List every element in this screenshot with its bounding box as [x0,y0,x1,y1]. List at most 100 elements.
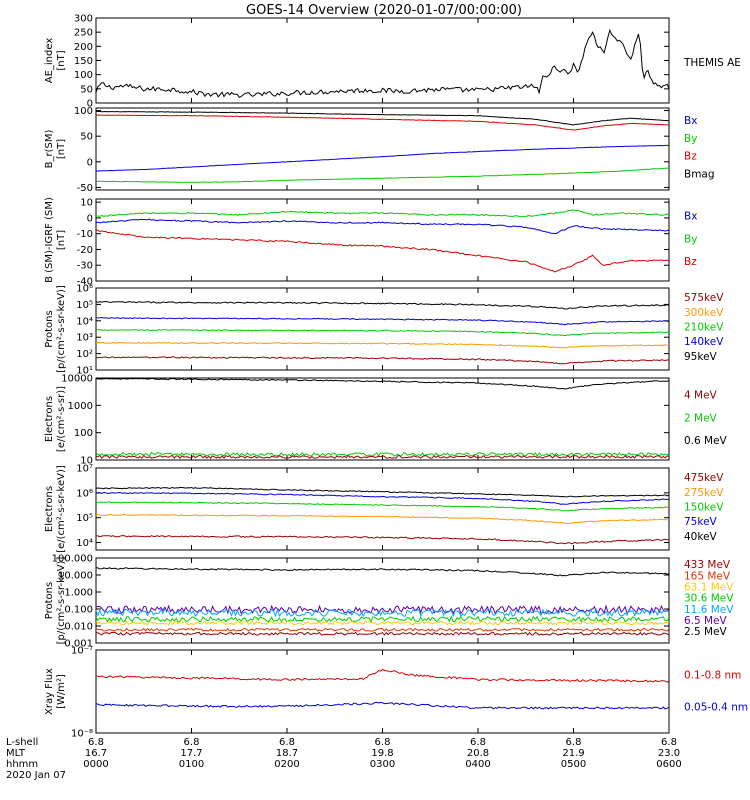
ylabel-protons_high: Protons [44,582,55,619]
legend-label-electrons_low: 150keV [684,501,724,513]
ytick-label-ae: 100 [74,70,93,81]
legend-label-bigrf: Bx [684,211,697,223]
ylabel-protons_low: Protons [44,310,55,347]
ytick-label-protons_high: 100.000 [52,554,93,565]
time-tick-hhmm: 0400 [465,759,490,770]
series-line-protons_high-2 [95,607,670,618]
legend-label-bigrf: By [684,233,697,245]
ytick-label-protons_high: 0.100 [64,605,93,616]
legend-label-bsm: Bx [684,115,697,127]
time-tick-mlt: 21.9 [562,748,584,759]
series-line-bsm-2 [95,144,669,172]
time-tick-lshell: 6.8 [184,737,200,748]
ytick-label-ae: 0 [87,99,93,110]
ylabel-bigrf: [nT] [56,230,67,250]
time-tick-hhmm: 0200 [274,759,299,770]
ylabel-bsm: [nT] [56,139,67,159]
series-line-protons_high-4 [95,620,670,626]
series-line-protons_low-3 [95,341,670,349]
legend-label-electrons_low: 275keV [684,487,724,499]
legend-label-protons_high: 30.6 MeV [684,593,734,605]
time-tick-mlt: 20.8 [467,748,489,759]
series-line-electrons_low-3 [95,513,670,524]
panel-frame-bigrf [95,198,670,282]
series-line-electrons_low-0 [95,486,670,498]
legend-label-protons_high: 165 MeV [684,570,731,582]
legend-label-electrons_low: 475keV [684,472,724,484]
time-row-name: MLT [6,748,26,759]
ytick-label-protons_low: 10² [76,349,93,360]
ytick-label-electrons_high: 100 [74,428,93,439]
legend-label-bsm: Bmag [684,169,715,181]
ytick-label-bigrf: 10 [80,198,93,209]
ylabel-electrons_high: Electrons [44,396,55,442]
ytick-label-protons_high: 0.010 [64,622,93,633]
series-line-electrons_high-0 [95,377,670,390]
legend-label-protons_low: 95keV [684,351,718,363]
chart-title: GOES-14 Overview (2020-01-07/00:00:00) [246,3,522,18]
time-tick-mlt: 17.7 [180,748,202,759]
ylabel-xray: Xray Flux [44,668,55,715]
time-tick-lshell: 6.8 [661,737,677,748]
time-tick-lshell: 6.8 [470,737,486,748]
series-line-electrons_low-1 [95,491,670,505]
series-line-xray-1 [95,701,670,710]
ytick-label-ae: 250 [74,28,93,39]
series-line-protons_high-0 [95,567,670,577]
ytick-label-ae: 150 [74,56,93,67]
series-line-protons_low-0 [95,300,670,310]
series-line-electrons_high-1 [95,451,670,457]
legend-label-protons_high: 433 MeV [684,559,731,571]
series-line-protons_low-4 [95,356,670,365]
series-line-bsm-1 [95,114,669,131]
ytick-label-protons_low: 10⁵ [76,300,93,311]
date-label: 2020 Jan 07 [6,770,66,781]
ytick-label-protons_high: 10.000 [58,571,93,582]
ytick-label-electrons_low: 10⁴ [76,538,93,549]
time-tick-hhmm: 0500 [561,759,586,770]
series-line-bsm-3 [95,167,670,183]
series-line-ae-0 [95,28,670,99]
series-line-bsm-0 [96,110,670,126]
legend-label-electrons_high: 4 MeV [684,390,718,402]
ytick-label-protons_low: 10¹ [76,366,93,377]
ytick-label-bsm: 50 [80,132,93,143]
time-tick-hhmm: 0300 [370,759,395,770]
panel-frame-xray [95,649,670,734]
legend-label-protons_low: 300keV [684,307,724,319]
ytick-label-protons_high: 1.000 [64,588,93,599]
time-tick-mlt: 18.7 [276,748,298,759]
legend-label-electrons_low: 75keV [684,516,718,528]
ytick-label-electrons_low: 10⁶ [76,488,93,499]
ytick-label-bigrf: -30 [77,261,93,272]
legend-label-electrons_high: 2 MeV [684,412,718,424]
legend-label-protons_low: 140keV [684,336,724,348]
legend-label-xray: 0.05-0.4 nm [684,702,748,714]
ytick-label-ae: 50 [80,84,93,95]
ylabel-electrons_low: Electrons [44,486,55,532]
ylabel-protons_low: [p/(cm²-s-sr-keV)] [56,285,67,373]
legend-label-bigrf: Bz [684,256,697,268]
ylabel-bigrf: B (SM)-IGRF (SM) [44,197,55,283]
ytick-label-bigrf: -40 [77,277,93,288]
ylabel-ae: [nT] [56,50,67,70]
ytick-label-bsm: 0 [87,157,93,168]
series-line-protons_low-1 [95,316,670,326]
ytick-label-xray: 10⁻⁷ [71,646,93,657]
legend-label-protons_high: 2.5 MeV [684,626,728,638]
series-line-protons_high-6 [95,631,670,636]
ylabel-ae: AE_index [44,38,55,84]
ytick-label-bigrf: -10 [77,229,93,240]
series-line-electrons_high-2 [95,454,670,460]
time-tick-lshell: 6.8 [279,737,295,748]
series-line-bigrf-2 [95,229,670,273]
series-line-electrons_low-2 [95,501,670,512]
time-tick-mlt: 23.0 [658,748,680,759]
panel-frame-electrons_high [95,377,670,461]
time-row-name: L-shell [6,737,38,748]
legend-label-protons_high: 6.5 MeV [684,615,728,627]
ytick-label-xray: 10⁻⁸ [71,729,93,740]
ytick-label-electrons_high: 1000 [68,401,93,412]
time-tick-lshell: 6.8 [375,737,391,748]
